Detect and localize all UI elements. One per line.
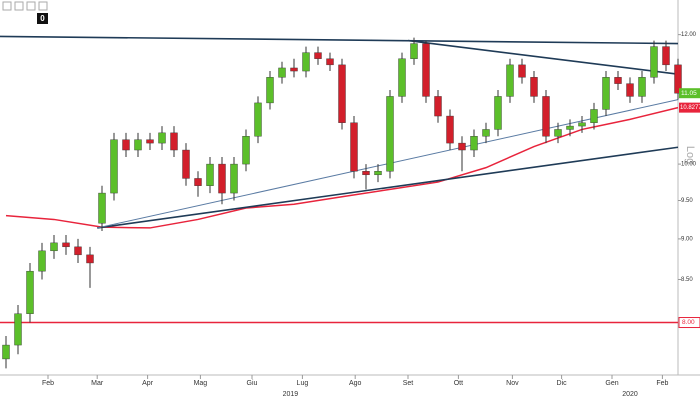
y-tick-label: 9.50: [681, 198, 693, 204]
last-price-tag: [679, 88, 700, 99]
candle-body: [338, 64, 346, 123]
candle-body: [650, 46, 658, 78]
x-tick-label: Set: [403, 380, 414, 387]
candle-body: [110, 139, 118, 194]
moving-average: [5, 106, 679, 229]
candle-body: [14, 313, 22, 346]
candle-body: [554, 129, 562, 137]
candle-body: [266, 77, 274, 104]
candle-body: [614, 77, 622, 84]
x-tick-label: Feb: [42, 380, 54, 387]
candle-body: [482, 129, 490, 137]
x-tick-label: Dic: [557, 380, 568, 387]
candle-body: [98, 192, 106, 224]
candle-body: [638, 77, 646, 97]
ma-label: 10.8277: [680, 105, 700, 111]
candle-body: [122, 139, 130, 151]
year-label: 2020: [622, 391, 638, 398]
candle-body: [134, 139, 142, 151]
candle-body: [662, 46, 670, 66]
candle-body: [518, 64, 526, 78]
candle-body: [674, 64, 682, 94]
candle-body: [314, 52, 322, 59]
candle-body: [218, 163, 226, 194]
candle-body: [602, 77, 610, 110]
tool-icon[interactable]: [14, 1, 24, 11]
trendline: [407, 39, 679, 75]
tool-icon[interactable]: [26, 1, 36, 11]
level-label: 8.00: [682, 319, 695, 326]
candle-body: [2, 344, 10, 360]
trendline: [0, 35, 679, 45]
candle-body: [326, 58, 334, 66]
candle-body: [278, 67, 286, 78]
candle-body: [290, 67, 298, 72]
candle-body: [26, 270, 34, 314]
candle-body: [230, 163, 238, 194]
candle-body: [626, 83, 634, 97]
candle-body: [158, 132, 166, 144]
candle-body: [38, 250, 46, 272]
y-tick-label: 8.50: [681, 277, 693, 283]
candle-body: [494, 96, 502, 130]
last-price-label: 11.05: [681, 90, 697, 97]
candle-body: [530, 77, 538, 97]
candle-body: [374, 171, 382, 176]
x-tick-label: Ago: [349, 380, 362, 387]
candle-body: [62, 242, 70, 248]
candle-body: [578, 122, 586, 127]
candle-body: [302, 52, 310, 72]
candle-body: [254, 102, 262, 137]
candle-body: [542, 96, 550, 137]
tool-icon[interactable]: [2, 1, 12, 11]
candle-body: [86, 254, 94, 264]
candle-body: [146, 139, 154, 144]
candle-body: [446, 115, 454, 144]
scale-label: Log: [684, 146, 696, 164]
candle-body: [398, 58, 406, 97]
badge: 0: [40, 14, 45, 23]
candle-body: [458, 142, 466, 151]
candle-body: [386, 96, 394, 172]
x-tick-label: Gen: [605, 380, 618, 387]
x-tick-label: Mar: [91, 380, 104, 387]
x-tick-label: Nov: [506, 380, 519, 387]
toolbar: 0: [2, 1, 48, 24]
badge-box[interactable]: [37, 13, 48, 24]
candle-body: [350, 122, 358, 172]
x-tick-label: Mag: [194, 380, 208, 387]
candle-body: [566, 125, 574, 130]
candle-body: [362, 171, 370, 176]
year-label: 2019: [283, 391, 299, 398]
candle-body: [470, 136, 478, 151]
candle-body: [422, 43, 430, 97]
candle-body: [242, 136, 250, 165]
y-tick-label: 12.00: [681, 32, 697, 38]
candle-body: [182, 149, 190, 179]
candle-body: [506, 64, 514, 97]
x-tick-label: Giu: [247, 380, 258, 387]
candle-body: [194, 178, 202, 186]
level-tag: [678, 317, 700, 329]
x-tick-label: Feb: [656, 380, 668, 387]
candle-body: [410, 43, 418, 59]
y-tick-label: 10.00: [681, 162, 697, 168]
y-tick-label: 9.00: [681, 236, 693, 242]
candle-body: [74, 246, 82, 256]
x-tick-label: Apr: [142, 380, 154, 387]
candle-body: [434, 96, 442, 117]
trendline: [97, 146, 679, 229]
tool-icon[interactable]: [38, 1, 48, 11]
x-tick-label: Ott: [454, 380, 463, 387]
x-tick-label: Lug: [297, 380, 309, 387]
ma-tag: [679, 102, 700, 113]
candle-body: [590, 109, 598, 123]
candle-body: [50, 242, 58, 252]
candle-body: [206, 163, 214, 186]
candle-body: [170, 132, 178, 151]
